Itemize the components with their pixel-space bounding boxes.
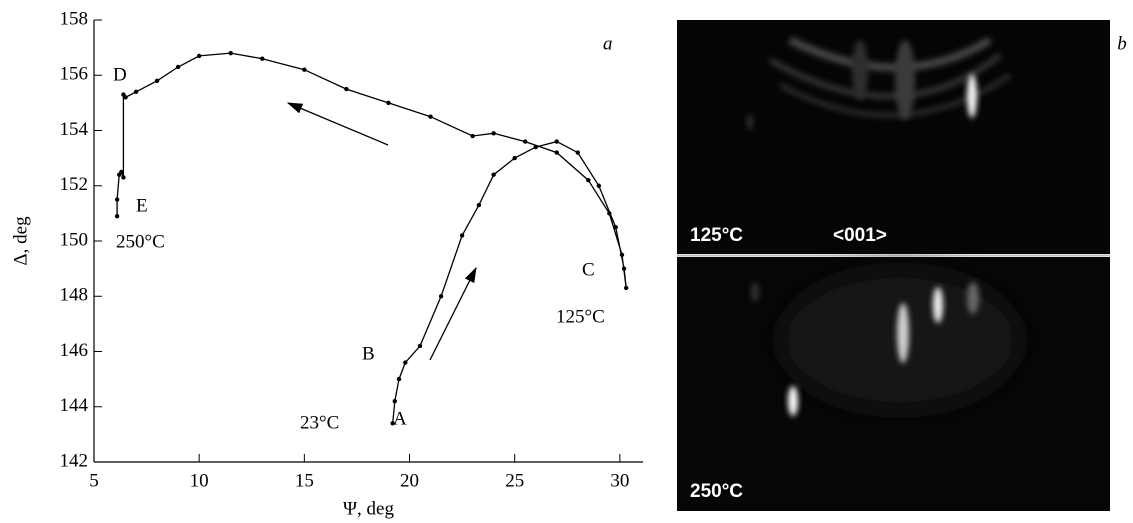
image-label: 250°C [690, 481, 743, 502]
data-point [586, 178, 590, 182]
annotation: E [136, 195, 148, 216]
data-point [624, 286, 628, 290]
annotation: D [113, 64, 127, 85]
data-point [418, 344, 422, 348]
direction-label: <001> [833, 225, 887, 246]
data-point [607, 211, 611, 215]
plot-a: 142 144 146 148 150 152 154 156 158 5 10 15 20 25 30 Ψ,… [10, 8, 643, 519]
arrow [430, 268, 476, 360]
data-point [134, 90, 138, 94]
data-point [115, 214, 119, 218]
x-tick-label: 30 [610, 470, 629, 491]
data-point [393, 399, 397, 403]
data-point [302, 68, 306, 72]
x-tick-label: 20 [400, 470, 419, 491]
y-tick-label: 154 [60, 119, 89, 140]
data-point [460, 233, 464, 237]
x-tick-label: 10 [190, 470, 209, 491]
data-point [155, 79, 159, 83]
image-label: 125°C [690, 225, 743, 246]
y-tick-label: 146 [60, 340, 89, 361]
annotation: A [393, 408, 407, 429]
data-point [620, 253, 624, 257]
data-point [121, 92, 125, 96]
y-axis-label: Δ, deg [10, 216, 31, 266]
data-point [403, 360, 407, 364]
panel-label: a [603, 33, 613, 54]
figure: 142 144 146 148 150 152 154 156 158 5 10 15 20 25 30 Ψ,… [0, 0, 1133, 523]
data-point [176, 65, 180, 69]
data-point [197, 54, 201, 58]
x-axis-label: Ψ, deg [343, 498, 394, 519]
arrow [288, 103, 388, 145]
data-point [439, 294, 443, 298]
data-point [344, 87, 348, 91]
data-point [512, 156, 516, 160]
y-tick-label: 158 [60, 8, 89, 29]
rheed-image-top [677, 20, 1110, 254]
annotation: 125°C [556, 306, 605, 327]
data-point [428, 114, 432, 118]
data-line [117, 53, 626, 423]
annotation: 250°C [116, 231, 165, 252]
annotation: 23°C [300, 412, 339, 433]
data-point [260, 56, 264, 60]
data-point [622, 266, 626, 270]
x-tick-label: 25 [505, 470, 524, 491]
y-tick-label: 148 [60, 285, 89, 306]
data-point [477, 203, 481, 207]
x-tick-label: 15 [295, 470, 314, 491]
data-point [470, 134, 474, 138]
data-point [397, 377, 401, 381]
annotation: C [582, 259, 595, 280]
y-tick-label: 150 [60, 229, 89, 250]
y-tick-label: 156 [60, 64, 89, 85]
annotation: B [362, 343, 375, 364]
data-point [597, 184, 601, 188]
data-point [115, 197, 119, 201]
data-point [491, 131, 495, 135]
data-point [121, 175, 125, 179]
y-tick-label: 142 [60, 450, 89, 471]
data-point [613, 225, 617, 229]
data-point [555, 150, 559, 154]
panel-label: b [1117, 33, 1127, 54]
y-tick-label: 144 [60, 395, 89, 416]
data-point [534, 145, 538, 149]
data-point [576, 150, 580, 154]
data-point [117, 173, 121, 177]
rheed-panel: 125°C <001> 250°C b [677, 20, 1127, 511]
data-point [555, 139, 559, 143]
data-point [523, 139, 527, 143]
data-point [386, 101, 390, 105]
data-point [229, 51, 233, 55]
data-point [491, 173, 495, 177]
x-tick-label: 5 [89, 470, 99, 491]
y-tick-label: 152 [60, 174, 89, 195]
